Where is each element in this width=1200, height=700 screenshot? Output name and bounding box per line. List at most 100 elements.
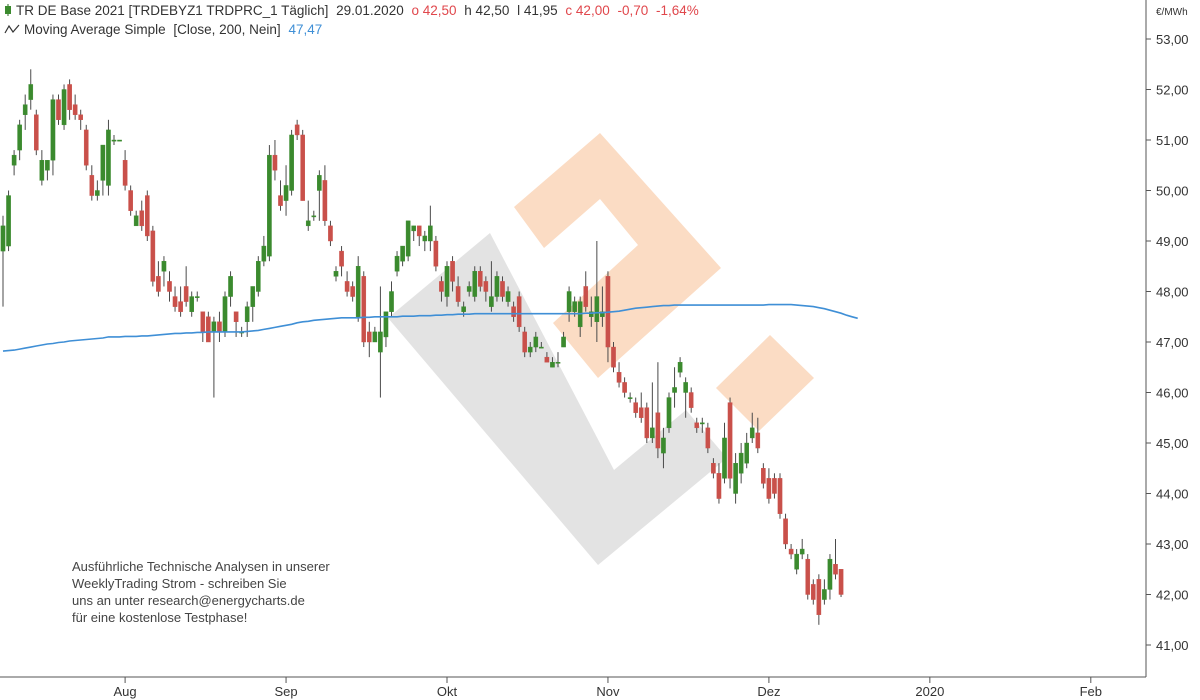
candle	[211, 316, 217, 398]
candle-body	[328, 225, 333, 242]
candle-body	[400, 245, 405, 262]
candle	[416, 225, 422, 247]
candle-body	[827, 558, 833, 590]
candle	[566, 286, 572, 322]
y-tick-label: 49,00	[1156, 234, 1189, 249]
promo-note-line: für eine kostenlose Testphase!	[72, 610, 248, 625]
promo-note-line: Ausführliche Technische Analysen in unse…	[72, 559, 330, 574]
candle	[228, 271, 233, 307]
indicator-params: [Close, 200, Nein]	[173, 22, 281, 37]
candle	[256, 256, 261, 297]
y-tick-label: 51,00	[1156, 133, 1189, 148]
candle-body	[161, 261, 167, 272]
candle	[50, 94, 56, 176]
instrument-legend: TR DE Base 2021 [TRDEBYZ1 TRDPRC_1 Tägli…	[4, 3, 703, 18]
candle	[522, 326, 527, 358]
candle-body	[494, 276, 500, 297]
candle	[466, 281, 472, 297]
candle-body	[217, 321, 222, 333]
candle-body	[416, 225, 422, 237]
candle-body	[172, 296, 178, 307]
candle	[267, 145, 272, 262]
x-tick-label: Nov	[596, 684, 620, 699]
candle-body	[755, 432, 761, 449]
candle-body	[150, 230, 156, 282]
candle-body	[589, 311, 594, 317]
candle	[172, 286, 178, 312]
candle-body	[139, 210, 145, 227]
candle-body	[611, 346, 616, 368]
candle	[45, 159, 50, 181]
candle-body	[572, 301, 577, 312]
candle	[261, 235, 267, 267]
candle	[505, 286, 511, 307]
candle-body	[783, 518, 788, 545]
candle	[128, 185, 133, 216]
candle	[183, 266, 189, 307]
candle-body	[772, 478, 777, 494]
candle-body	[688, 392, 694, 408]
candle-body	[305, 220, 311, 227]
candle-body	[450, 261, 455, 282]
candle	[611, 342, 616, 373]
candle	[822, 579, 827, 605]
candle-body	[272, 154, 278, 171]
candle	[772, 473, 777, 499]
candle	[322, 165, 328, 226]
candle	[533, 331, 539, 353]
y-tick-label: 53,00	[1156, 32, 1189, 47]
candle-body	[705, 427, 711, 449]
candle-body	[505, 291, 511, 302]
candle	[516, 291, 522, 332]
candle	[638, 392, 644, 423]
wave-icon	[4, 23, 20, 35]
candle	[722, 422, 727, 484]
candle	[711, 458, 716, 479]
candle-body	[361, 276, 367, 343]
candle-body	[722, 437, 727, 479]
candle	[661, 427, 666, 469]
candle	[483, 276, 489, 302]
candle	[28, 69, 34, 110]
watermark-logo	[388, 133, 814, 565]
candlestick-icon	[4, 4, 12, 16]
candle-body	[283, 185, 289, 201]
candle	[294, 119, 300, 140]
candle	[233, 311, 239, 337]
candle	[727, 397, 733, 489]
candle-body	[67, 84, 72, 110]
candle	[200, 311, 206, 342]
candle	[106, 119, 111, 196]
candle-body	[600, 311, 605, 317]
candle	[744, 432, 749, 469]
indicator-legend: Moving Average Simple [Close, 200, Nein]…	[4, 22, 326, 37]
candle-body	[700, 422, 705, 425]
candle-body	[483, 281, 489, 292]
candle-body	[661, 437, 666, 454]
candle-body	[472, 271, 478, 297]
candle-body	[422, 235, 428, 242]
candle	[272, 140, 278, 181]
x-axis: Aug Sep Okt Nov Dez 2020 Feb	[114, 677, 1102, 699]
candle	[217, 311, 222, 342]
y-tick-label: 52,00	[1156, 83, 1189, 98]
candle-body	[228, 276, 233, 297]
candle	[144, 190, 150, 241]
candle	[433, 235, 439, 272]
candle	[794, 549, 799, 575]
candle-body	[644, 407, 650, 439]
candle-body	[156, 276, 161, 292]
candle	[67, 79, 72, 120]
candle	[472, 266, 478, 302]
candle	[500, 276, 505, 302]
candle-body	[95, 190, 100, 196]
candle-body	[766, 478, 772, 499]
candle-body	[489, 296, 494, 307]
candle	[544, 352, 550, 363]
candle	[494, 271, 500, 302]
candle	[89, 165, 95, 201]
candle	[733, 453, 738, 504]
candle-body	[677, 362, 683, 373]
candle	[194, 291, 200, 302]
